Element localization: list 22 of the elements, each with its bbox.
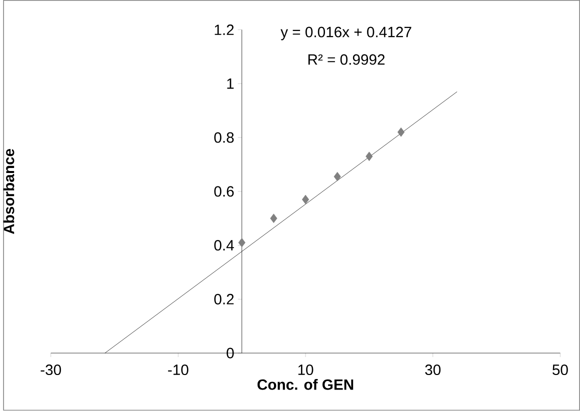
point [270,214,278,224]
point [238,238,246,248]
y-tick-label: 0.2 [214,294,234,305]
y-tick-label: 1.2 [214,24,234,36]
x-tick-label: -30 [40,364,61,376]
annotation: y = 0.016x + 0.4127 [280,26,412,40]
point [302,194,310,204]
point [366,152,373,162]
x-tick-label: 50 [552,364,568,376]
x-tick-label: 30 [425,364,441,376]
y-tick-label: 0.8 [214,132,234,143]
x-tick-label: -10 [168,364,188,376]
y-tick-label: 0 [226,348,234,358]
point [397,128,405,137]
annotation: R² = 0.9992 [308,54,385,65]
y-axis-title: Absorbance [3,149,14,234]
x-tick-label: 10 [298,364,314,376]
x-axis-title: Conc. of GEN [258,379,354,390]
y-tick-label: 0.6 [214,186,234,197]
point [334,172,341,182]
y-tick-label: 0.4 [214,240,234,251]
y-tick-label: 1 [227,78,234,89]
